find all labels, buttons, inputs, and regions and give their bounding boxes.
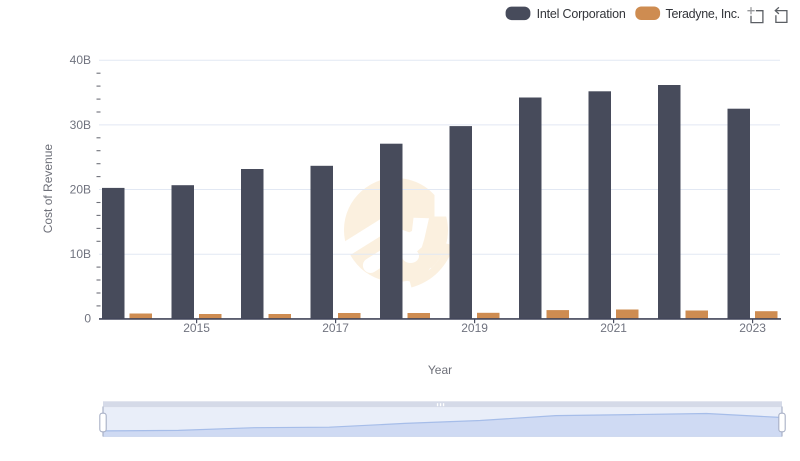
svg-text:Year: Year xyxy=(428,363,452,377)
svg-text:0: 0 xyxy=(84,312,91,326)
svg-text:20B: 20B xyxy=(70,182,91,196)
svg-text:Teradyne, Inc.: Teradyne, Inc. xyxy=(666,7,740,21)
svg-text:Intel Corporation: Intel Corporation xyxy=(537,7,626,21)
svg-text:2023: 2023 xyxy=(739,321,766,335)
svg-text:2017: 2017 xyxy=(322,321,349,335)
svg-text:2019: 2019 xyxy=(461,321,488,335)
svg-text:40B: 40B xyxy=(70,53,91,67)
svg-text:30B: 30B xyxy=(70,118,91,132)
svg-text:2015: 2015 xyxy=(183,321,210,335)
svg-text:10B: 10B xyxy=(70,247,91,261)
svg-text:2021: 2021 xyxy=(600,321,627,335)
svg-text:Cost of Revenue: Cost of Revenue xyxy=(41,144,55,234)
